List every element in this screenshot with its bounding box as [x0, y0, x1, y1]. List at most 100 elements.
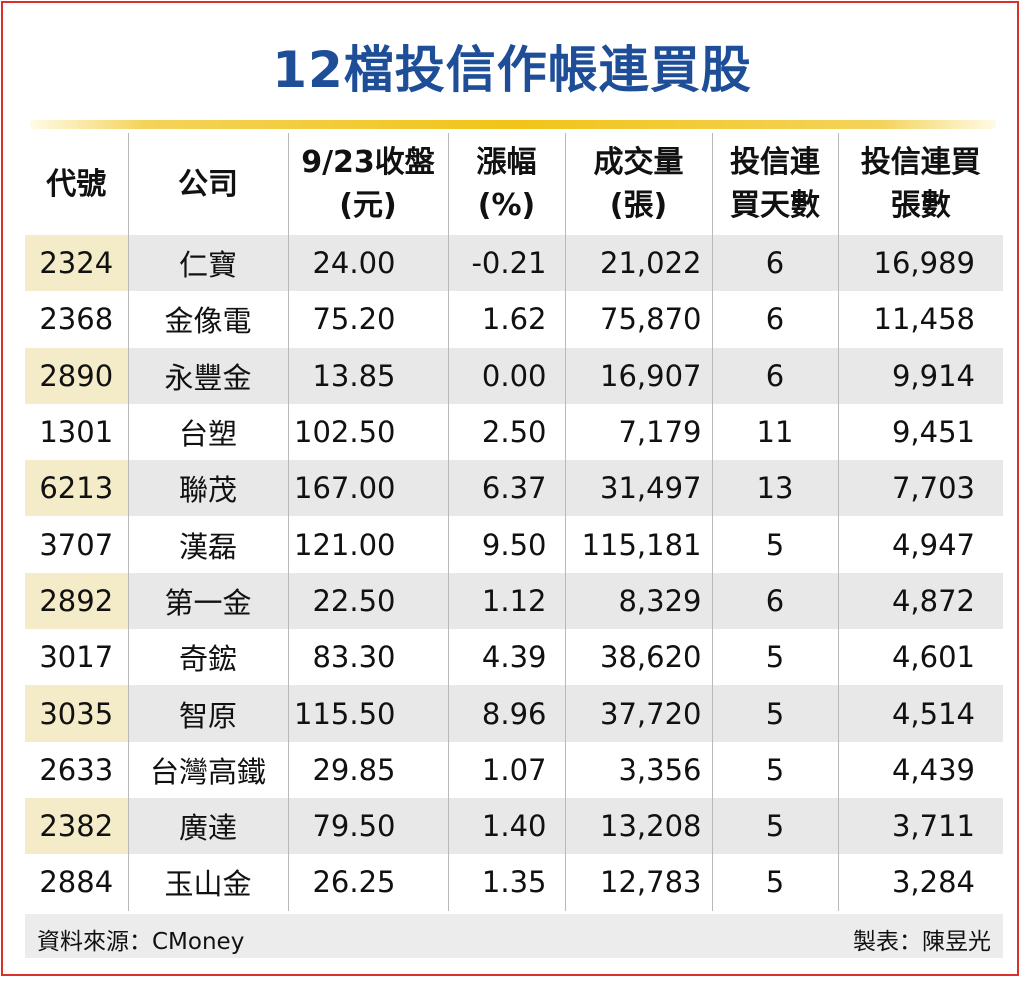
credit-note: 製表：陳昱光 [853, 929, 991, 955]
table-row: 2368 金像電 75.20 1.62 75,870 6 11,458 [25, 291, 1003, 348]
table-row: 3017 奇鋐 83.30 4.39 38,620 5 4,601 [25, 629, 1003, 686]
cell-company: 奇鋐 [127, 629, 288, 686]
col-header-change: 漲幅 (%) [447, 133, 565, 235]
cell-days: 5 [711, 741, 838, 798]
cell-shares: 4,514 [837, 685, 1003, 742]
cell-volume: 37,720 [564, 685, 712, 742]
cell-code: 2884 [39, 865, 114, 900]
cell-change: 4.39 [447, 629, 565, 686]
cell-shares: 4,601 [837, 629, 1003, 686]
cell-close: 115.50 [287, 685, 448, 742]
table-row: 3035 智原 115.50 8.96 37,720 5 4,514 [25, 685, 1003, 742]
cell-volume: 16,907 [564, 347, 712, 404]
cell-volume: 38,620 [564, 629, 712, 686]
header-row: 代號 公司 9/23收盤 (元) 漲幅 (%) 成交量 (張) 投信連 買天數 投信連買… [25, 133, 1003, 235]
col-header-company: 公司 [127, 133, 288, 235]
cell-code: 6213 [25, 460, 128, 517]
cell-shares: 9,451 [837, 403, 1003, 461]
cell-days: 6 [711, 291, 838, 348]
cell-change: 1.35 [447, 854, 565, 911]
source-note: 資料來源：CMoney [37, 929, 245, 955]
cell-days: 6 [711, 235, 838, 292]
cell-close: 22.50 [287, 572, 448, 630]
cell-code: 3017 [39, 640, 114, 675]
table-row: 2890 永豐金 13.85 0.00 16,907 6 9,914 [25, 347, 1003, 404]
cell-close: 167.00 [287, 460, 448, 517]
table-row: 1301 台塑 102.50 2.50 7,179 11 9,451 [25, 403, 1003, 461]
cell-close: 75.20 [287, 291, 448, 348]
table-row: 2884 玉山金 26.25 1.35 12,783 5 3,284 [25, 854, 1003, 911]
col-header-shares: 投信連買 張數 [837, 133, 1003, 235]
table-row: 2892 第一金 22.50 1.12 8,329 6 4,872 [25, 572, 1003, 630]
cell-shares: 3,711 [837, 797, 1003, 855]
cell-days: 6 [711, 572, 838, 630]
cell-company: 台塑 [127, 403, 288, 461]
table-row: 2382 廣達 79.50 1.40 13,208 5 3,711 [25, 797, 1003, 855]
cell-shares: 9,914 [837, 347, 1003, 404]
cell-days: 5 [711, 854, 838, 911]
cell-code: 2890 [25, 347, 128, 404]
table-row: 2633 台灣高鐵 29.85 1.07 3,356 5 4,439 [25, 741, 1003, 798]
col-header-days: 投信連 買天數 [711, 133, 838, 235]
cell-company: 漢磊 [127, 516, 288, 573]
cell-change: 1.62 [447, 291, 565, 348]
col-header-volume: 成交量 (張) [564, 133, 712, 235]
col-header-code: 代號 [46, 166, 107, 202]
cell-days: 6 [711, 347, 838, 404]
cell-close: 24.00 [287, 235, 448, 292]
col-header-close: 9/23收盤 (元) [287, 133, 448, 235]
cell-shares: 11,458 [837, 291, 1003, 348]
cell-volume: 12,783 [564, 854, 712, 911]
cell-volume: 3,356 [564, 741, 712, 798]
cell-days: 5 [711, 797, 838, 855]
cell-shares: 4,439 [837, 741, 1003, 798]
cell-company: 智原 [127, 685, 288, 742]
cell-company: 仁寶 [127, 235, 288, 292]
cell-days: 5 [711, 516, 838, 573]
cell-change: -0.21 [447, 235, 565, 292]
cell-close: 83.30 [287, 629, 448, 686]
cell-volume: 115,181 [564, 516, 712, 573]
cell-days: 5 [711, 629, 838, 686]
table-row: 6213 聯茂 167.00 6.37 31,497 13 7,703 [25, 460, 1003, 517]
cell-volume: 75,870 [564, 291, 712, 348]
cell-code: 2892 [25, 572, 128, 630]
cell-change: 1.07 [447, 741, 565, 798]
cell-code: 2368 [39, 302, 114, 337]
page-title: 12檔投信作帳連買股 [272, 41, 752, 99]
table-row: 2324 仁寶 24.00 -0.21 21,022 6 16,989 [25, 235, 1003, 292]
cell-code: 2324 [25, 235, 128, 292]
cell-close: 29.85 [287, 741, 448, 798]
cell-volume: 8,329 [564, 572, 712, 630]
stock-table: 代號 公司 9/23收盤 (元) 漲幅 (%) 成交量 (張) 投信連 買天數 投信連買… [25, 133, 1003, 911]
cell-volume: 21,022 [564, 235, 712, 292]
cell-code: 2633 [39, 752, 114, 787]
cell-volume: 13,208 [564, 797, 712, 855]
cell-close: 102.50 [287, 403, 448, 461]
cell-company: 第一金 [127, 572, 288, 630]
cell-shares: 3,284 [837, 854, 1003, 911]
cell-shares: 16,989 [837, 235, 1003, 292]
cell-company: 聯茂 [127, 460, 288, 517]
cell-close: 79.50 [287, 797, 448, 855]
cell-change: 8.96 [447, 685, 565, 742]
title-divider [30, 120, 996, 129]
cell-close: 13.85 [287, 347, 448, 404]
cell-company: 台灣高鐵 [127, 741, 288, 798]
cell-close: 26.25 [287, 854, 448, 911]
cell-company: 金像電 [127, 291, 288, 348]
cell-volume: 7,179 [564, 403, 712, 461]
cell-code: 3707 [39, 527, 114, 562]
cell-days: 11 [711, 403, 838, 461]
cell-close: 121.00 [287, 516, 448, 573]
cell-company: 永豐金 [127, 347, 288, 404]
cell-change: 1.40 [447, 797, 565, 855]
cell-change: 2.50 [447, 403, 565, 461]
cell-change: 0.00 [447, 347, 565, 404]
cell-volume: 31,497 [564, 460, 712, 517]
cell-days: 5 [711, 685, 838, 742]
cell-code: 2382 [25, 797, 128, 855]
cell-shares: 7,703 [837, 460, 1003, 517]
cell-change: 9.50 [447, 516, 565, 573]
